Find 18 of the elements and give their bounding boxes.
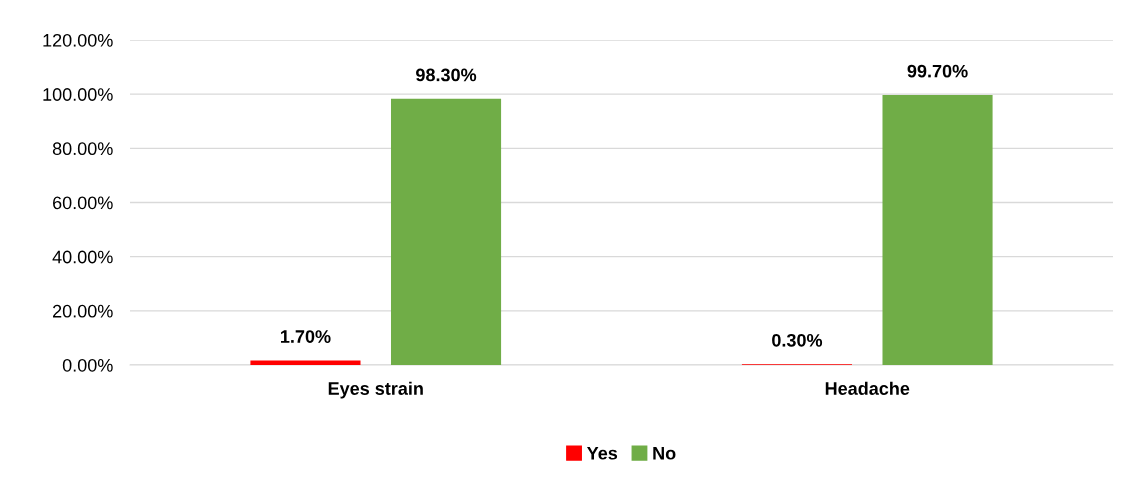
- y-tick-label: 80.00%: [52, 142, 113, 156]
- legend-label: No: [653, 447, 676, 460]
- y-tick-label: 100.00%: [43, 88, 113, 101]
- y-tick-label: 0.00%: [62, 358, 113, 372]
- y-tick-label: 120.00%: [43, 33, 113, 47]
- bar: [882, 94, 993, 365]
- bar: [250, 360, 361, 365]
- y-tick-label: 20.00%: [53, 304, 113, 318]
- bar: [390, 98, 502, 365]
- x-tick-label: Eyes strain: [328, 381, 423, 399]
- data-label: 98.30%: [416, 68, 477, 82]
- data-label: 1.70%: [281, 330, 331, 343]
- data-label: 99.70%: [907, 64, 968, 78]
- data-label: 0.30%: [772, 333, 823, 347]
- y-tick-label: 60.00%: [53, 196, 113, 210]
- x-tick-label: Headache: [825, 381, 910, 395]
- legend-label: Yes: [586, 447, 618, 460]
- y-tick-label: 40.00%: [52, 250, 113, 264]
